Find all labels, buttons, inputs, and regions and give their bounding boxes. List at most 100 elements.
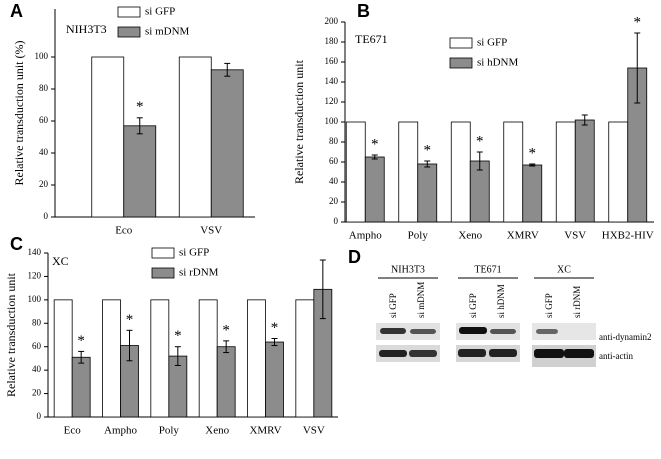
y-tick-label: 140	[28, 247, 42, 257]
legend-label: si hDNM	[477, 57, 518, 69]
significance-star: *	[77, 333, 85, 349]
y-tick-label: 0	[44, 211, 49, 221]
lane-label: si rDNM	[572, 286, 582, 318]
bar	[608, 121, 629, 223]
bar	[574, 119, 595, 223]
bar	[178, 56, 212, 218]
error-bar	[126, 329, 133, 362]
y-tick-label: 80	[329, 136, 339, 146]
lane-label: si GFP	[468, 293, 478, 318]
y-axis-label: Relative transduction unit	[292, 59, 306, 184]
x-tick-label: Xeno	[205, 425, 229, 437]
x-tick-label: Xeno	[458, 230, 482, 242]
cell-line-label: TE671	[474, 264, 501, 275]
error-bar	[78, 350, 85, 364]
error-bar	[529, 163, 536, 167]
blot-row-label: anti-actin	[599, 351, 633, 361]
y-tick-label: 160	[325, 56, 339, 66]
y-tick-label: 60	[32, 341, 42, 351]
y-axis-label: Relative transduction unit	[4, 272, 18, 397]
x-tick-label: Eco	[115, 225, 133, 237]
x-tick-label: Poly	[408, 230, 429, 242]
panel-letter: A	[10, 1, 23, 21]
legend-swatch	[449, 37, 473, 49]
lane-label: si mDNM	[416, 282, 426, 318]
panel-title: TE671	[355, 32, 388, 46]
significance-star: *	[634, 14, 642, 30]
bar	[198, 299, 218, 418]
panel-letter: C	[10, 234, 23, 254]
cell-line-label: XC	[557, 264, 571, 275]
significance-star: *	[271, 320, 279, 336]
bar	[102, 299, 121, 418]
y-tick-label: 0	[334, 216, 339, 226]
legend-swatch	[151, 267, 175, 279]
error-bar	[476, 151, 483, 171]
legend-swatch	[117, 26, 141, 38]
y-tick-label: 40	[329, 176, 339, 186]
error-bar	[271, 338, 278, 347]
cell-line-label: NIH3T3	[391, 264, 425, 275]
significance-star: *	[371, 136, 379, 152]
y-tick-label: 180	[325, 36, 339, 46]
bar	[364, 156, 385, 223]
bar	[555, 121, 576, 223]
x-tick-label: VSV	[303, 425, 325, 437]
y-tick-label: 100	[325, 116, 339, 126]
significance-star: *	[174, 328, 182, 344]
error-bar	[223, 340, 230, 354]
x-tick-label: VSV	[200, 225, 222, 237]
legend-swatch	[151, 247, 175, 259]
y-tick-label: 200	[325, 16, 339, 26]
y-tick-label: 20	[39, 179, 49, 189]
y-tick-label: 100	[35, 51, 49, 61]
bar	[150, 299, 170, 418]
legend-label: si rDNM	[179, 267, 219, 279]
bar	[398, 121, 419, 223]
y-tick-label: 80	[39, 83, 49, 93]
significance-star: *	[222, 322, 230, 338]
y-tick-label: 40	[32, 364, 42, 374]
bar	[123, 125, 157, 218]
y-tick-label: 60	[329, 156, 339, 166]
significance-star: *	[529, 145, 537, 161]
bar	[522, 164, 543, 223]
y-tick-label: 0	[37, 411, 42, 421]
x-tick-label: Poly	[159, 425, 180, 437]
significance-star: *	[424, 142, 432, 158]
blot-row-label: anti-dynamin2	[599, 332, 652, 342]
bar	[216, 346, 236, 418]
bar	[210, 69, 244, 218]
x-tick-label: Eco	[64, 425, 82, 437]
error-bar	[224, 62, 231, 77]
legend-label: si mDNM	[145, 26, 190, 38]
bar	[450, 121, 471, 223]
bar	[295, 299, 315, 418]
bar	[91, 56, 125, 218]
panel-letter: D	[348, 247, 361, 267]
x-tick-label: HXB2-HIV	[602, 230, 654, 242]
x-tick-label: Ampho	[349, 230, 383, 242]
y-tick-label: 60	[39, 115, 49, 125]
y-tick-label: 120	[28, 270, 42, 280]
y-axis-label: Relative transduction unit (%)	[12, 41, 26, 186]
bar	[71, 356, 91, 418]
error-bar	[581, 114, 588, 126]
bar	[417, 163, 438, 223]
y-tick-label: 80	[32, 317, 42, 327]
error-bar	[136, 117, 143, 135]
bar	[53, 299, 73, 418]
panel-title: NIH3T3	[66, 22, 107, 36]
legend-swatch	[449, 57, 473, 69]
legend-label: si GFP	[477, 37, 507, 49]
y-tick-label: 120	[325, 96, 339, 106]
bar	[265, 341, 284, 418]
significance-star: *	[126, 312, 134, 328]
significance-star: *	[476, 133, 484, 149]
lane-label: si hDNM	[496, 284, 506, 318]
y-tick-label: 20	[32, 388, 42, 398]
blot-images	[376, 323, 596, 367]
lane-label: si GFP	[544, 293, 554, 318]
lane-label: si GFP	[388, 293, 398, 318]
